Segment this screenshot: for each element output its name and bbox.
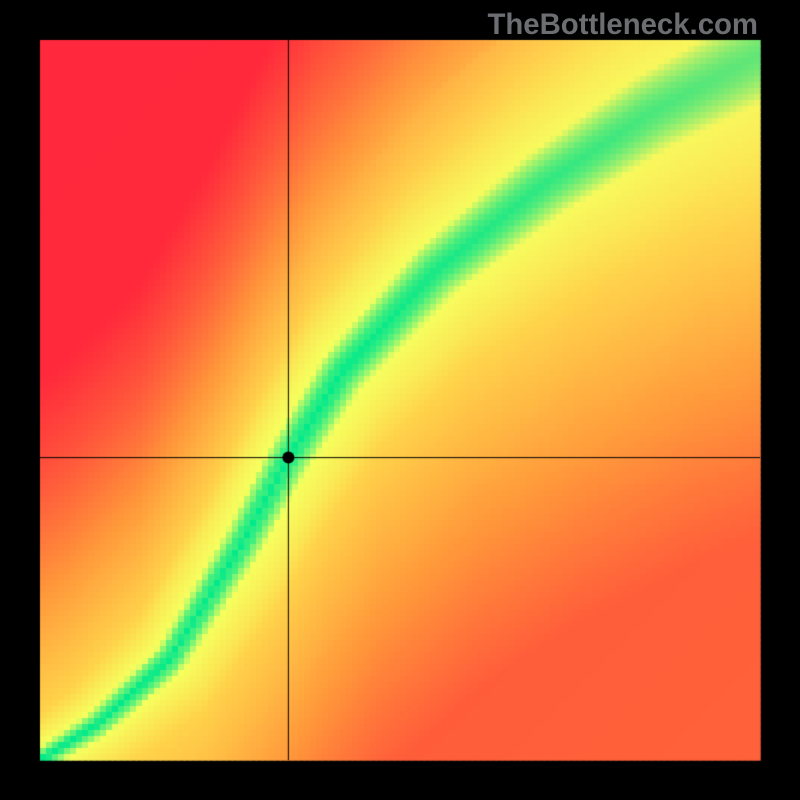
watermark-text: TheBottleneck.com <box>487 8 758 42</box>
figure-container: TheBottleneck.com <box>0 0 800 800</box>
bottleneck-heatmap <box>0 0 800 800</box>
